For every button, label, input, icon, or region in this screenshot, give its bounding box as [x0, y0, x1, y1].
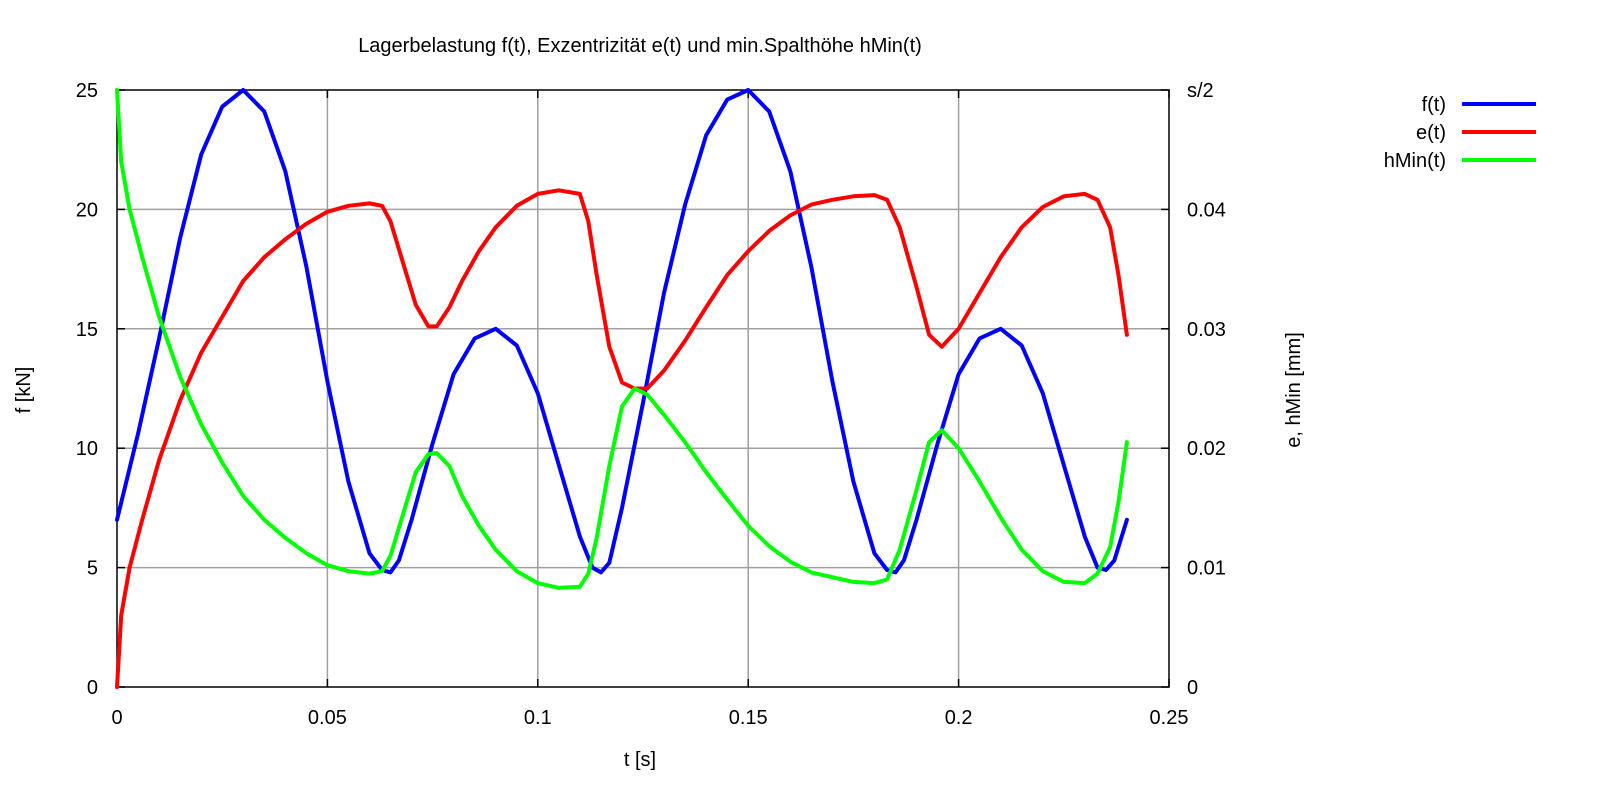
y-tick-label: 5	[87, 558, 98, 580]
y2-tick-label: 0.03	[1187, 319, 1226, 341]
legend-label: f(t)	[1422, 94, 1446, 116]
y-tick-label: 10	[76, 438, 98, 460]
series-lines	[115, 88, 1129, 689]
x-axis-label: t [s]	[624, 749, 656, 771]
plot-frame	[116, 89, 1170, 688]
y2-tick-label: 0	[1187, 677, 1198, 699]
grid	[117, 90, 1169, 687]
y-tick-label: 25	[76, 80, 98, 102]
y2-tick-label: 0.02	[1187, 438, 1226, 460]
legend-label: hMin(t)	[1384, 150, 1446, 172]
legend-label: e(t)	[1416, 122, 1446, 144]
axis-ticks: 0 0.05 0.1 0.15 0.2 0.25 0 5 10 15 20 25 0 0.01 0.02 0.…	[76, 80, 1226, 729]
series-line-hmint	[115, 88, 1129, 590]
y-tick-label: 15	[76, 319, 98, 341]
x-tick-label: 0	[111, 707, 122, 729]
legend: f(t) e(t) hMin(t)	[1384, 94, 1536, 172]
y2-tick-label: s/2	[1187, 80, 1214, 102]
y-axis-label: f [kN]	[13, 367, 35, 414]
x-tick-label: 0.2	[945, 707, 973, 729]
x-tick-label: 0.05	[308, 707, 347, 729]
x-tick-label: 0.1	[524, 707, 552, 729]
series-line-ft	[115, 88, 1129, 575]
y2-tick-label: 0.01	[1187, 558, 1226, 580]
y2-axis-label: e, hMin [mm]	[1283, 332, 1305, 448]
y-tick-label: 20	[76, 199, 98, 221]
y-tick-label: 0	[87, 677, 98, 699]
x-tick-label: 0.15	[729, 707, 768, 729]
chart-title: Lagerbelastung f(t), Exzentrizität e(t) …	[358, 35, 922, 57]
y2-tick-label: 0.04	[1187, 199, 1226, 221]
series-line-et	[115, 188, 1129, 689]
x-tick-label: 0.25	[1150, 707, 1189, 729]
